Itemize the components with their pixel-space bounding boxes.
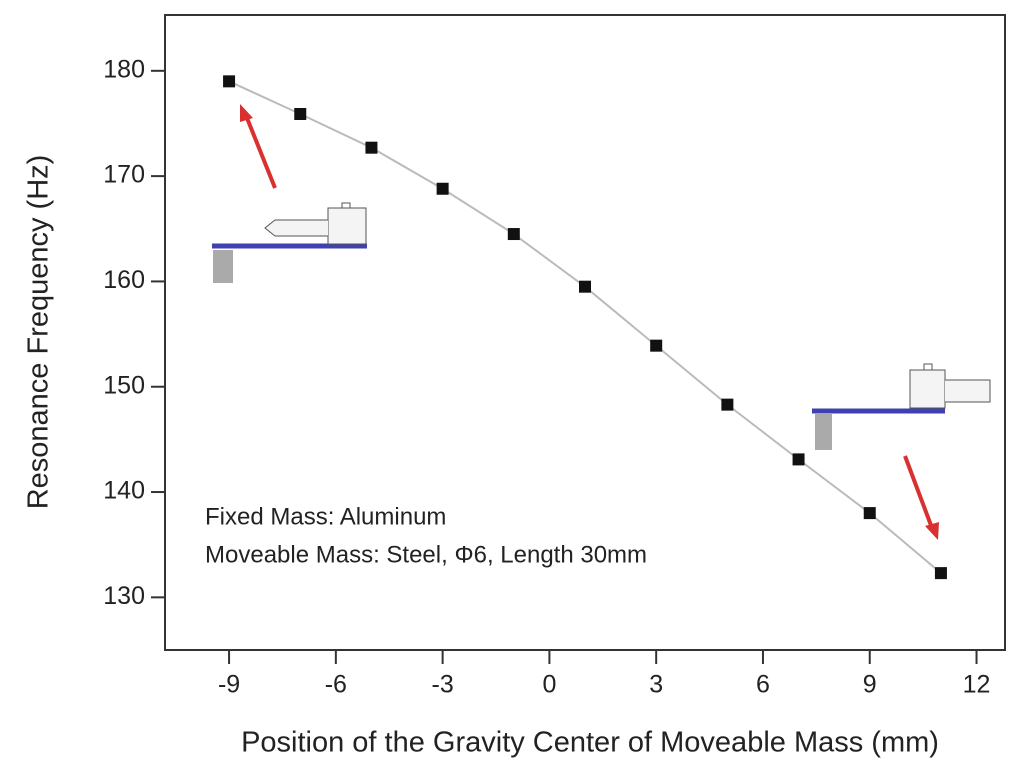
x-tick-label: 12 (963, 671, 991, 699)
data-point (863, 507, 876, 520)
data-point (436, 182, 449, 195)
x-tick-label: 6 (756, 671, 770, 699)
data-point (507, 228, 520, 241)
x-tick-label: -6 (325, 671, 347, 699)
data-point (721, 398, 734, 411)
x-tick-label: 9 (863, 671, 877, 699)
x-axis-title: Position of the Gravity Center of Moveab… (241, 727, 939, 759)
plot-frame (164, 14, 1006, 651)
data-point (294, 107, 307, 120)
x-tick-label: 3 (649, 671, 663, 699)
data-point (934, 567, 947, 580)
annotation: Fixed Mass: Aluminum (205, 503, 446, 530)
annotation: Moveable Mass: Steel, Φ6, Length 30mm (205, 541, 647, 568)
x-tick-label: 0 (542, 671, 556, 699)
diagram-left (212, 104, 367, 283)
y-tick-label: 180 (103, 55, 145, 83)
data-point (579, 280, 591, 293)
y-tick-label: 170 (103, 161, 145, 189)
data-point (650, 339, 663, 352)
trend-line (228, 80, 942, 574)
y-tick-label: 160 (103, 266, 145, 294)
y-axis-title: Resonance Frequency (Hz) (23, 155, 55, 510)
y-tick-label: 150 (103, 371, 145, 399)
data-point (223, 75, 236, 88)
x-tick-label: -9 (218, 671, 240, 699)
data-point (792, 453, 805, 466)
y-tick-label: 140 (103, 477, 145, 505)
x-tick-label: -3 (432, 671, 454, 699)
diagram-right (812, 363, 991, 540)
data-point (365, 141, 378, 154)
y-tick-label: 130 (103, 582, 145, 610)
